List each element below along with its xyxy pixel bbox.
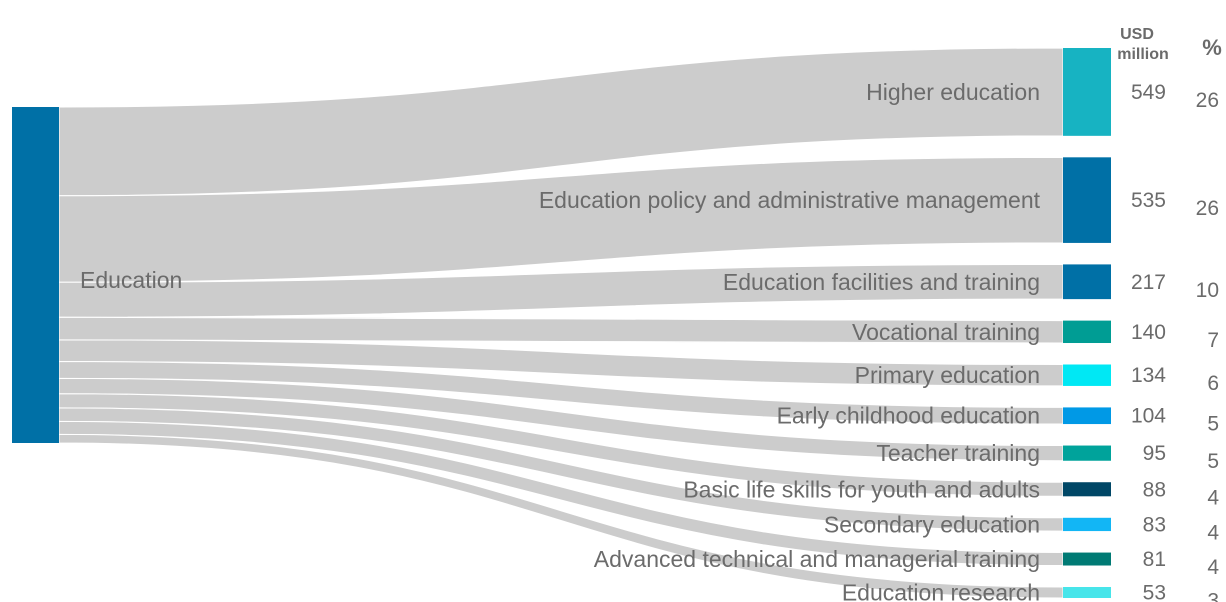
target-label-0: Higher education [866,79,1040,105]
target-layer: Higher education 549 26 Education policy an… [539,48,1219,602]
percent-label-2: 10 [1196,279,1219,302]
source-node-education [12,107,59,443]
target-node-4 [1063,364,1111,386]
target-label-1: Education policy and administrative mana… [539,187,1041,213]
value-label-7: 88 [1143,478,1166,501]
target-label-9: Advanced technical and managerial traini… [594,546,1040,572]
percent-label-7: 4 [1207,486,1219,509]
target-node-6 [1063,445,1111,461]
percent-header: % [1202,35,1222,60]
flow-layer [58,47,1064,599]
value-label-6: 95 [1143,442,1166,465]
value-label-4: 134 [1131,364,1166,387]
percent-label-1: 26 [1196,197,1219,220]
target-label-4: Primary education [855,362,1040,388]
percent-label-4: 6 [1207,372,1219,395]
target-node-0 [1063,48,1111,136]
target-node-10 [1063,587,1111,598]
value-label-10: 53 [1143,582,1166,602]
target-node-9 [1063,552,1111,566]
value-label-3: 140 [1131,321,1166,344]
percent-label-10: 3 [1207,590,1219,602]
value-label-9: 81 [1143,548,1166,571]
percent-label-0: 26 [1196,89,1219,112]
target-label-5: Early childhood education [777,403,1040,429]
value-label-2: 217 [1131,271,1166,294]
value-label-1: 535 [1131,189,1166,212]
target-label-2: Education facilities and training [723,269,1040,295]
target-node-8 [1063,517,1111,532]
target-node-2 [1063,264,1111,300]
percent-label-9: 4 [1207,556,1219,579]
value-header-line1: USD [1120,26,1154,43]
percent-label-3: 7 [1207,329,1219,352]
value-label-8: 83 [1143,513,1166,536]
target-node-3 [1063,320,1111,344]
target-label-10: Education research [842,580,1040,602]
value-label-5: 104 [1131,405,1166,428]
target-label-8: Secondary education [824,511,1040,537]
value-label-0: 549 [1131,81,1166,104]
target-label-3: Vocational training [852,319,1040,345]
target-label-6: Teacher training [876,440,1040,466]
percent-label-6: 5 [1207,450,1219,473]
target-node-1 [1063,157,1111,243]
percent-label-5: 5 [1207,413,1219,436]
target-node-7 [1063,482,1111,497]
source-label: Education [80,267,182,293]
flow-7 [58,393,1064,497]
percent-label-8: 4 [1207,521,1219,544]
target-node-5 [1063,407,1111,425]
target-label-7: Basic life skills for youth and adults [683,476,1040,502]
value-header-line2: million [1117,46,1169,63]
